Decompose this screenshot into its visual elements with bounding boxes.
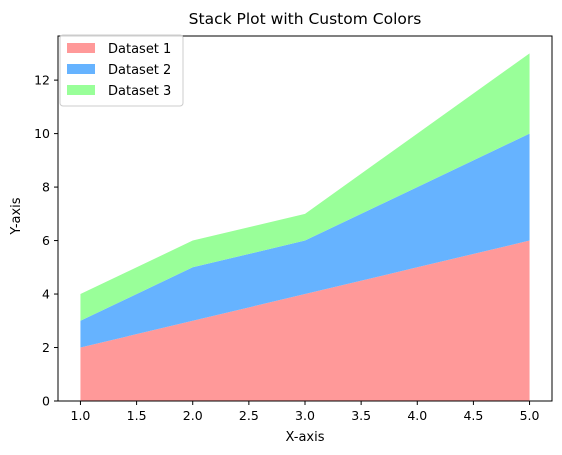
x-tick-label: 1.0 bbox=[71, 408, 91, 423]
chart-title: Stack Plot with Custom Colors bbox=[189, 10, 422, 28]
x-axis-ticks: 1.0 1.5 2.0 2.5 3.0 3.5 4.0 4.5 5.0 bbox=[71, 401, 540, 423]
legend-entries: Dataset 1 Dataset 2 Dataset 3 bbox=[67, 42, 171, 99]
y-tick-label: 8 bbox=[42, 180, 50, 195]
y-tick-label: 10 bbox=[34, 126, 50, 141]
x-tick-label: 2.5 bbox=[239, 408, 259, 423]
y-tick-label: 12 bbox=[34, 73, 50, 88]
y-tick-label: 0 bbox=[42, 394, 50, 409]
y-axis-ticks: 0 2 4 6 8 10 12 bbox=[34, 73, 58, 409]
x-tick-label: 2.0 bbox=[183, 408, 203, 423]
x-axis-label: X-axis bbox=[286, 430, 325, 445]
area-dataset-3 bbox=[80, 53, 530, 321]
x-tick-label: 5.0 bbox=[520, 408, 540, 423]
x-tick-label: 1.5 bbox=[127, 408, 147, 423]
y-tick-label: 4 bbox=[42, 287, 50, 302]
legend-label: Dataset 2 bbox=[108, 63, 171, 78]
legend-swatch bbox=[67, 43, 95, 53]
area-dataset-1 bbox=[80, 240, 530, 401]
y-tick-label: 6 bbox=[42, 233, 50, 248]
x-tick-label: 4.0 bbox=[407, 408, 427, 423]
legend-label: Dataset 3 bbox=[108, 84, 171, 99]
legend-label: Dataset 1 bbox=[108, 42, 171, 57]
y-tick-label: 2 bbox=[42, 340, 50, 355]
x-tick-label: 4.5 bbox=[463, 408, 483, 423]
x-tick-label: 3.0 bbox=[295, 408, 315, 423]
y-axis-label: Y-axis bbox=[9, 197, 24, 235]
x-tick-label: 3.5 bbox=[351, 408, 371, 423]
stacked-areas bbox=[80, 53, 530, 401]
legend-swatch bbox=[67, 64, 95, 74]
legend-swatch bbox=[67, 85, 95, 95]
chart-legend: Dataset 1 Dataset 2 Dataset 3 bbox=[59, 34, 184, 107]
